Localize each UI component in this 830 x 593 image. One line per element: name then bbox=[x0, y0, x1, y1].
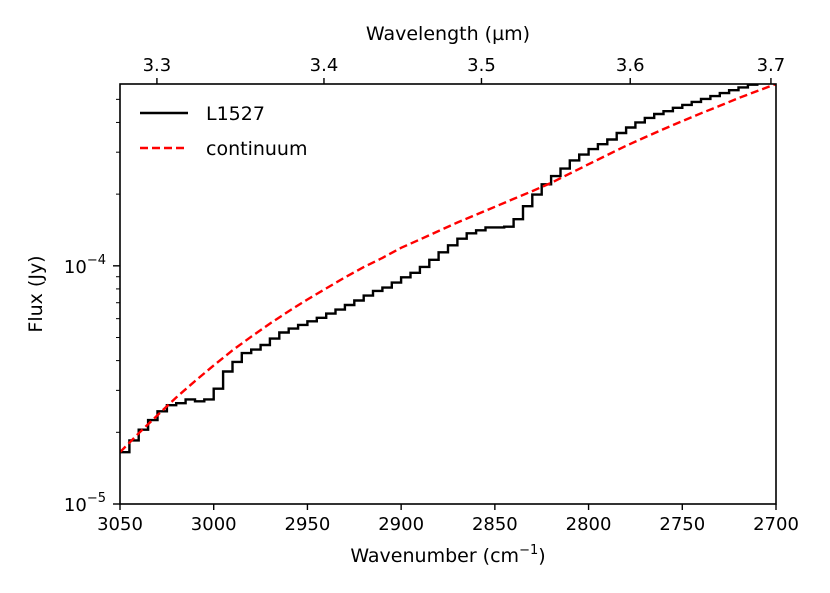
x-bottom-tick-label: 3000 bbox=[191, 514, 237, 535]
y-axis-ticks: 10−5 10−4 bbox=[64, 253, 120, 516]
x-top-tick-label: 3.6 bbox=[616, 55, 645, 76]
y-axis-title: Flux (Jy) bbox=[25, 255, 47, 332]
x-bottom-tick-label: 3050 bbox=[97, 514, 143, 535]
x-top-tick-label: 3.5 bbox=[467, 55, 496, 76]
series-line-l1527 bbox=[120, 84, 759, 454]
x-bottom-tick-label: 2800 bbox=[566, 514, 612, 535]
x-top-tick-label: 3.7 bbox=[757, 55, 786, 76]
legend-label-l1527: L1527 bbox=[206, 103, 265, 125]
x-top-axis-ticks: 3.3 3.4 3.5 3.6 3.7 bbox=[143, 55, 786, 84]
plot-frame bbox=[119, 83, 777, 505]
x-bottom-tick-label: 2900 bbox=[378, 514, 424, 535]
legend: L1527 continuum bbox=[140, 103, 307, 160]
x-bottom-axis-title: Wavenumber (cm−1) bbox=[350, 543, 545, 567]
y-tick-label: 10−4 bbox=[64, 253, 106, 278]
legend-label-continuum: continuum bbox=[206, 138, 307, 160]
x-bottom-axis-ticks: 3050 3000 2950 2900 2850 2800 2750 2700 bbox=[97, 504, 799, 535]
series-line-continuum bbox=[120, 84, 776, 454]
x-top-tick-label: 3.4 bbox=[310, 55, 339, 76]
x-top-tick-label: 3.3 bbox=[143, 55, 172, 76]
y-tick-label: 10−5 bbox=[64, 491, 106, 516]
x-bottom-tick-label: 2750 bbox=[659, 514, 705, 535]
x-bottom-tick-label: 2700 bbox=[753, 514, 799, 535]
plot-series bbox=[120, 84, 776, 454]
x-top-axis-title: Wavelength (µm) bbox=[366, 23, 530, 45]
x-bottom-tick-label: 2850 bbox=[472, 514, 518, 535]
x-bottom-tick-label: 2950 bbox=[285, 514, 331, 535]
